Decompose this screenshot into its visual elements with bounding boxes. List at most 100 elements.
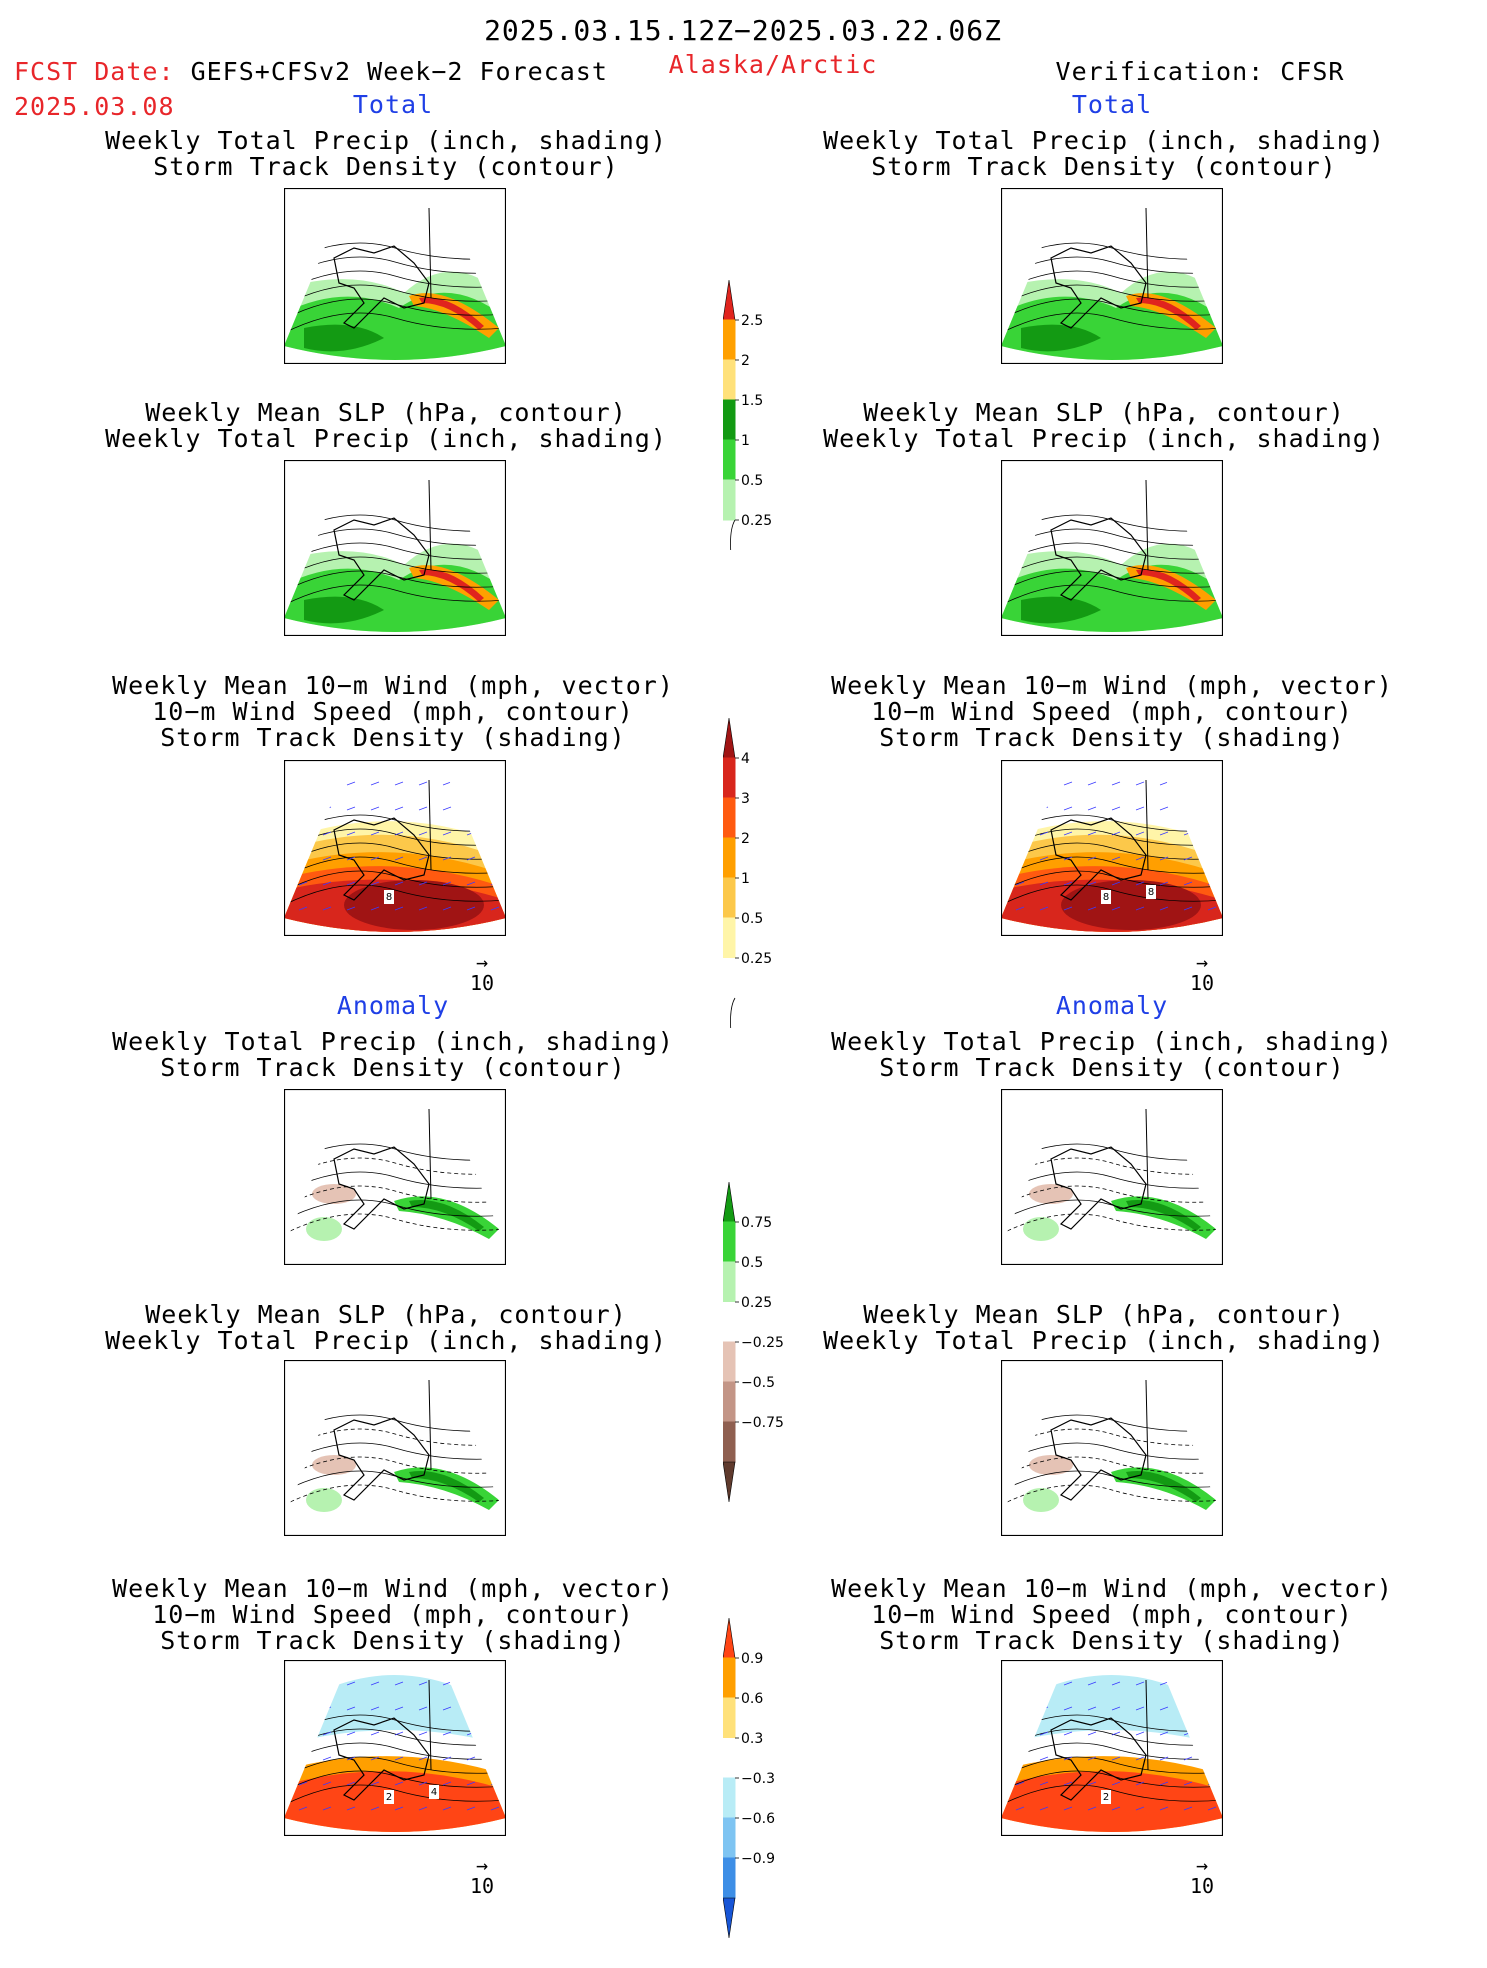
wind-vector: [1039, 856, 1049, 861]
map-fill: [284, 1675, 506, 1832]
vector-ref-arrow: →: [1195, 950, 1209, 974]
contour-line: [1001, 528, 1223, 550]
wind-vector: [1063, 906, 1073, 911]
wind-vector: [1159, 806, 1169, 811]
contour-line: [1001, 270, 1223, 292]
contour-line: [1001, 856, 1223, 878]
caption-line: Storm Track Density (contour): [153, 152, 619, 181]
anom-shading-negative: [1029, 1184, 1073, 1204]
map-fill: [1001, 271, 1223, 360]
panel-frame: [1001, 1660, 1223, 1836]
caption-line: Weekly Mean SLP (hPa, contour): [863, 398, 1345, 427]
precip-shading-max: [419, 569, 484, 602]
wind-vector: [1087, 881, 1097, 886]
wind-vector: [1159, 1756, 1169, 1761]
wind-vector: [1039, 906, 1049, 911]
wind-vector: [1063, 881, 1073, 886]
map-fill: [1001, 821, 1223, 932]
colorbar-label: 1: [741, 871, 750, 887]
wind-vector: [418, 881, 428, 886]
contour-line: [1001, 1784, 1223, 1806]
colorbar-segment: [723, 359, 736, 401]
wind-vector: [1111, 806, 1121, 811]
wind-vector: [1111, 781, 1121, 786]
vector-ref-anom-left: → 10: [462, 1855, 502, 1898]
wind-vector: [298, 881, 308, 886]
wind-vector: [322, 831, 332, 836]
contour-line: [284, 1143, 506, 1165]
contour-label: 8: [1103, 892, 1109, 903]
wind-vector: [442, 831, 452, 836]
precip-shading-heavy: [304, 324, 384, 352]
colorbar-label: −0.9: [741, 1851, 775, 1867]
contour-label-box: [384, 890, 394, 904]
contour-line: [1001, 312, 1223, 334]
vector-ref-total-right: → 10: [1182, 950, 1222, 995]
wind-vector: [442, 1806, 452, 1811]
colorbar-label: −0.75: [741, 1415, 784, 1431]
colorbar-label: −0.25: [741, 1335, 784, 1351]
border-line: [428, 207, 432, 299]
wind-vector: [1135, 1806, 1145, 1811]
colorbar-precip-anom: 0.75 0.5 0.25 −0.25 −0.5 −0.75: [723, 1181, 784, 1503]
wind-vector: [1111, 906, 1121, 911]
wind-vector: [1135, 881, 1145, 886]
contour-line: [1001, 884, 1223, 906]
wind-vector: [394, 906, 404, 911]
wind-vector: [1063, 1806, 1073, 1811]
contour-line: [284, 1784, 506, 1806]
wind-vector: [1087, 906, 1097, 911]
wind-vector: [1087, 806, 1097, 811]
wind-vector: [466, 1681, 476, 1686]
wind-vector: [394, 781, 404, 786]
colorbar-segment: [723, 399, 736, 441]
coastline: [333, 1417, 430, 1501]
border-line: [1145, 207, 1149, 299]
caption-line: Storm Track Density (shading): [160, 1626, 626, 1655]
wind-vector: [370, 1756, 380, 1761]
contour-line: [284, 1456, 506, 1478]
caption-line: Storm Track Density (contour): [871, 152, 1337, 181]
colorbar-storm-anom: 0.9 0.6 0.3 −0.3 −0.6 −0.9: [723, 1617, 775, 1939]
panel-slp-total-verif: [1001, 460, 1223, 636]
wind-vector: [1039, 1731, 1049, 1736]
wind-vector: [346, 1731, 356, 1736]
caption-line: Weekly Mean 10−m Wind (mph, vector): [831, 1574, 1393, 1603]
wind-vector: [1015, 1706, 1025, 1711]
panel-frame: [284, 188, 506, 364]
panel-frame: [284, 460, 506, 636]
precip-shading-max: [419, 297, 484, 330]
map-fill: [1001, 543, 1223, 632]
wind-vector: [1015, 806, 1025, 811]
wind-vector: [1015, 1781, 1025, 1786]
contour-line: [284, 270, 506, 292]
contour-label: 2: [386, 1792, 392, 1803]
colorbar-segment: [723, 439, 736, 481]
anom-shading-positive: [394, 1196, 499, 1239]
border-line: [1145, 1108, 1149, 1200]
wind-vector: [466, 881, 476, 886]
wind-vector: [1183, 906, 1193, 911]
caption-slp-anom-left: Weekly Mean SLP (hPa, contour) Weekly Tot…: [105, 1302, 667, 1354]
caption-line: Storm Track Density (shading): [879, 723, 1345, 752]
vector-ref-arrow: →: [475, 950, 489, 974]
panel-frame: [284, 1660, 506, 1836]
wind-vector: [1087, 1806, 1097, 1811]
wind-vector: [1207, 1731, 1217, 1736]
contour-line: [1001, 584, 1223, 606]
wind-vector: [1015, 781, 1025, 786]
map-fill: [284, 543, 506, 632]
wind-vector: [322, 781, 332, 786]
wind-vector: [1087, 856, 1097, 861]
colorbar-segment: [723, 1777, 736, 1819]
wind-vector: [298, 1781, 308, 1786]
caption-precip-total-right: Weekly Total Precip (inch, shading) Storm…: [823, 128, 1385, 180]
storm-shading-4: [1061, 880, 1201, 930]
border-line: [428, 1679, 432, 1771]
wind-vector: [346, 806, 356, 811]
precip-shading-max: [1136, 297, 1201, 330]
wind-vector: [442, 806, 452, 811]
wind-vector: [1039, 1681, 1049, 1686]
wind-vector: [1135, 1681, 1145, 1686]
